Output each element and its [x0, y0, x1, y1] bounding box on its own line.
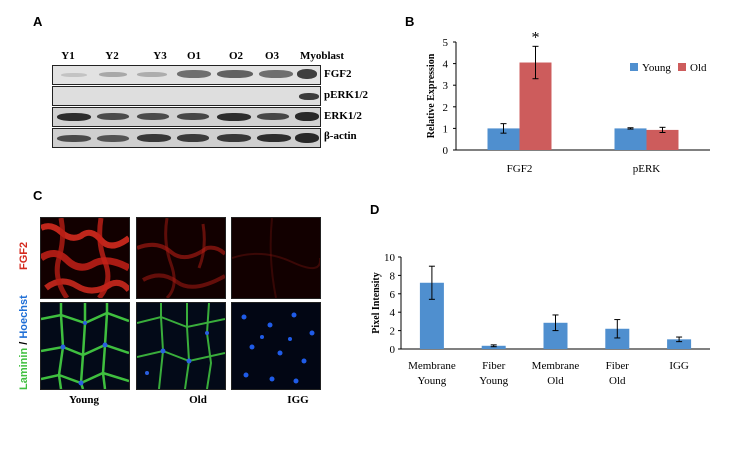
legend-swatch	[678, 63, 686, 71]
legend-label: Young	[642, 62, 671, 74]
laminin-label: Laminin	[18, 347, 30, 390]
micrograph-laminin-old	[136, 302, 226, 390]
y-tick-label: 10	[384, 252, 396, 264]
y-tick-label: 3	[443, 80, 449, 92]
label-slash: /	[18, 338, 30, 348]
y-axis-label: Pixel Intensity	[371, 272, 382, 333]
micrograph-fgf2-young	[40, 217, 130, 299]
y-tick-label: 0	[390, 344, 396, 356]
blot-strip-erk	[52, 107, 321, 127]
y-tick-label: 6	[390, 289, 396, 301]
x-tick-label: Old	[609, 375, 626, 387]
legend-label: Old	[690, 62, 707, 74]
blot-row-label: ERK1/2	[324, 110, 362, 122]
column-label-young: Young	[69, 394, 99, 406]
y-tick-label: 5	[443, 37, 449, 49]
panel-letter-d: D	[370, 202, 380, 217]
x-tick-label: FGF2	[507, 163, 533, 175]
lane-label: O1	[186, 50, 202, 62]
x-tick-label: Young	[417, 375, 446, 387]
blot-strip-fgf2	[52, 65, 321, 85]
micrograph-fgf2-old	[136, 217, 226, 299]
x-tick-label: IGG	[669, 360, 689, 372]
panel-letter-a: A	[33, 14, 43, 29]
column-label-old: Old	[189, 394, 207, 406]
chart-b: 0 1 2 3 4 5 Relative Expression FGF2 pERK * Young O…	[426, 30, 710, 175]
micrograph-fgf2-igg	[231, 217, 321, 299]
row-label-fgf2: FGF2	[18, 241, 30, 270]
panel-letter-c: C	[33, 188, 43, 203]
x-tick-label: Membrane	[408, 360, 456, 372]
lane-label: O3	[264, 50, 280, 62]
micrograph-laminin-young	[40, 302, 130, 390]
lane-label: Y2	[105, 50, 119, 62]
y-tick-label: 0	[443, 145, 449, 157]
y-tick-label: 8	[390, 270, 396, 282]
lane-label: Myoblast	[300, 50, 344, 62]
lane-label: O2	[228, 50, 244, 62]
panel-letter-b: B	[405, 14, 415, 29]
legend-swatch	[630, 63, 638, 71]
bar	[487, 128, 520, 150]
blot-strip-actin	[52, 128, 321, 148]
bar	[481, 345, 506, 349]
column-label-igg: IGG	[287, 394, 309, 406]
bar	[667, 339, 692, 349]
blot-row-label: pERK1/2	[324, 89, 369, 101]
blot-row-label: FGF2	[324, 68, 352, 80]
hoechst-label: Hoechst	[18, 295, 30, 339]
y-tick-label: 4	[443, 59, 449, 71]
y-tick-label: 2	[443, 102, 449, 114]
micrograph-laminin-igg	[231, 302, 321, 390]
bar	[605, 328, 630, 349]
y-tick-label: 1	[443, 123, 449, 135]
y-axis-label: Relative Expression	[426, 53, 437, 138]
x-tick-label: Fiber	[606, 360, 630, 372]
y-tick-label: 4	[390, 307, 396, 319]
significance-marker: *	[532, 30, 540, 46]
lane-label: Y1	[61, 50, 75, 62]
x-tick-label: pERK	[633, 163, 661, 175]
blot-strip-perk	[52, 86, 321, 106]
row-label-laminin-hoechst: Laminin / Hoechst	[18, 295, 30, 390]
x-tick-label: Membrane	[532, 360, 580, 372]
x-tick-label: Fiber	[482, 360, 506, 372]
bar	[646, 129, 679, 150]
lane-label: Y3	[153, 50, 167, 62]
x-tick-label: Old	[547, 375, 564, 387]
y-tick-label: 2	[390, 326, 396, 338]
x-tick-label: Young	[479, 375, 508, 387]
bar	[614, 128, 647, 150]
blot-row-label: β-actin	[324, 130, 357, 142]
